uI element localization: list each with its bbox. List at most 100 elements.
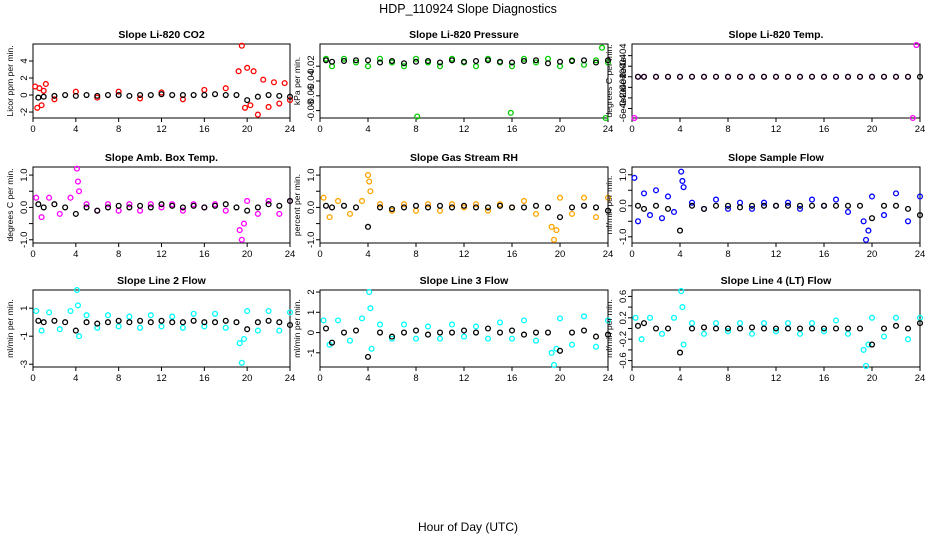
data-point-detail xyxy=(556,194,564,201)
panel-title: Slope Amb. Box Temp. xyxy=(105,152,218,164)
x-tick-label: 8 xyxy=(725,373,730,384)
data-point-detail xyxy=(265,307,272,315)
data-point-average xyxy=(634,322,642,329)
data-point-detail xyxy=(865,227,872,234)
x-tick-label: 24 xyxy=(915,124,926,135)
data-point-average xyxy=(115,317,122,324)
panel-title: Slope Gas Stream RH xyxy=(410,152,518,164)
data-point-average xyxy=(808,73,816,80)
data-point-detail xyxy=(36,85,43,92)
data-point-detail xyxy=(211,310,219,317)
data-point-detail xyxy=(520,317,528,324)
data-point-average xyxy=(400,204,408,211)
data-point-detail xyxy=(424,201,432,208)
data-point-detail xyxy=(254,210,261,217)
y-tick-label: -0.2 xyxy=(618,331,629,347)
panel-4: Slope Amb. Box Temp. 0 4 8 12 16 20 24 -1.0 0.0 1.… xyxy=(5,152,295,260)
x-tick-label: 16 xyxy=(819,249,830,260)
data-point-detail xyxy=(244,197,251,205)
data-point-detail xyxy=(712,320,720,327)
data-point-detail xyxy=(904,218,912,225)
data-point-detail xyxy=(364,172,372,179)
x-tick-label: 0 xyxy=(317,373,322,384)
data-point-detail xyxy=(104,312,112,319)
data-point-detail xyxy=(724,205,732,212)
data-point-average xyxy=(748,202,756,209)
data-point-average xyxy=(137,202,144,209)
panel-5: Slope Gas Stream RH 0 4 8 12 16 20 24 -1.0 0.0 1.0… xyxy=(292,152,613,260)
data-point-detail xyxy=(326,214,333,221)
data-point-average xyxy=(51,92,58,99)
data-point-average xyxy=(126,204,133,211)
data-point-detail xyxy=(592,57,600,64)
x-tick-label: 4 xyxy=(365,124,370,135)
data-point-detail xyxy=(179,324,186,331)
data-point-detail xyxy=(448,321,456,328)
data-point-detail xyxy=(679,177,686,185)
data-point-average xyxy=(244,97,251,104)
data-point-average xyxy=(388,57,396,65)
data-point-detail xyxy=(784,320,792,327)
data-point-average xyxy=(51,317,58,324)
data-point-average xyxy=(424,57,432,65)
data-point-detail xyxy=(244,307,251,315)
panel-6: Slope Sample Flow 0 4 8 12 16 20 24 -1.0 0.0 1.0 ml… xyxy=(604,152,925,260)
data-point-average xyxy=(328,58,336,65)
data-point-average xyxy=(115,91,122,99)
data-point-detail xyxy=(115,323,122,330)
data-point-average xyxy=(772,73,780,80)
data-point-average xyxy=(592,59,600,66)
data-point-detail xyxy=(38,214,45,221)
data-point-average xyxy=(604,57,612,64)
data-point-average xyxy=(126,92,133,99)
data-point-detail xyxy=(568,210,576,217)
x-tick-label: 12 xyxy=(771,124,782,135)
data-point-detail xyxy=(808,196,816,203)
x-tick-label: 0 xyxy=(30,124,35,135)
data-point-average xyxy=(472,204,480,211)
data-point-average xyxy=(352,57,360,64)
x-tick-label: 24 xyxy=(285,124,296,135)
data-point-average xyxy=(62,204,69,211)
data-point-detail xyxy=(368,345,375,352)
data-point-detail xyxy=(320,317,327,324)
y-tick-label: 1.0 xyxy=(19,168,30,181)
data-point-detail xyxy=(222,324,229,331)
data-point-average xyxy=(820,325,828,332)
data-point-average xyxy=(340,329,348,336)
data-point-average xyxy=(201,319,208,326)
data-point-average xyxy=(484,57,492,64)
data-point-detail xyxy=(670,208,678,216)
data-point-detail xyxy=(38,327,45,334)
data-point-detail xyxy=(115,207,122,214)
data-point-detail xyxy=(568,341,576,348)
data-point-detail xyxy=(484,335,492,342)
data-point-average xyxy=(322,57,330,64)
data-point-average xyxy=(892,322,900,329)
data-point-average xyxy=(265,91,272,99)
data-point-detail xyxy=(646,314,654,321)
data-point-detail xyxy=(652,187,660,194)
x-tick-label: 8 xyxy=(116,124,121,135)
data-point-average xyxy=(676,227,684,234)
x-tick-label: 8 xyxy=(413,373,418,384)
data-point-average xyxy=(568,204,576,211)
x-tick-label: 4 xyxy=(365,249,370,260)
data-point-detail xyxy=(550,236,558,243)
data-point-detail xyxy=(346,210,354,217)
x-tick-label: 24 xyxy=(285,249,296,260)
data-point-average xyxy=(364,353,372,360)
data-point-detail xyxy=(254,111,261,118)
x-tick-label: 4 xyxy=(365,373,370,384)
data-point-average xyxy=(520,331,528,338)
data-point-detail xyxy=(238,359,245,366)
x-axis-label: Hour of Day (UTC) xyxy=(418,520,518,534)
x-tick-label: 4 xyxy=(73,124,78,135)
data-point-detail xyxy=(367,188,374,195)
data-point-average xyxy=(700,324,708,331)
x-tick-label: 24 xyxy=(603,373,614,384)
data-point-detail xyxy=(74,178,82,185)
data-point-average xyxy=(868,341,876,348)
y-tick-label: 2e-04 xyxy=(618,54,629,78)
